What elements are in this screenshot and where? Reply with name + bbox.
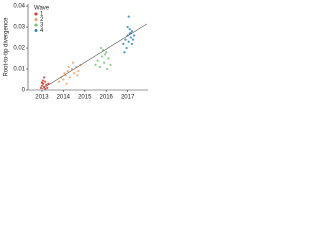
point [65,82,68,85]
point [131,38,135,41]
y-tick-label: 0.03 [13,25,25,31]
point [39,86,42,90]
legend-marker [34,12,38,16]
chart: Root-to-tip divergence 0 0.01 0.02 0.03 0.04… [4,4,148,101]
point [125,46,128,50]
point [109,63,112,66]
y-tick-label: 0.04 [13,4,25,10]
point [63,72,66,75]
point [94,63,97,66]
point [40,84,44,87]
point [44,87,47,91]
point [129,36,132,39]
x-tick-label: 2015 [78,95,92,101]
y-axis-label: Root-to-tip divergence [4,17,10,77]
point [42,76,46,79]
point [130,42,134,45]
point [104,53,107,56]
x-tick-label: 2014 [57,95,71,101]
y-tick-label: 0.02 [13,46,25,52]
point [77,70,80,73]
point [45,83,48,86]
legend-label: 3 [40,23,44,29]
point [98,65,101,69]
point [47,82,50,85]
legend-label: 4 [40,28,44,34]
point [132,34,136,37]
y-tick-label: 0.01 [13,67,25,73]
point [122,42,125,45]
point [76,74,79,77]
point [102,61,106,64]
x-tick-label: 2017 [121,95,135,101]
x-tick-label: 2016 [100,95,114,101]
point [57,80,61,83]
point [41,79,45,82]
trend-line [41,23,148,90]
point [40,81,44,84]
point [46,86,49,90]
point [127,40,130,43]
legend-title: Wave [34,6,50,12]
legend-marker [34,23,38,27]
point [72,72,76,75]
point [126,25,129,29]
point [99,46,102,50]
point [71,61,75,64]
point [107,57,110,60]
point [105,51,108,54]
point [68,76,71,79]
x-tick-label: 2013 [35,95,49,101]
point [70,67,74,71]
point [67,65,70,69]
point [44,80,47,83]
point [96,59,99,62]
point [100,55,104,58]
legend-marker [34,18,38,21]
point [128,28,131,31]
point [123,51,126,54]
legend-marker [34,29,38,32]
legend-label: 2 [40,17,44,23]
legend-label: 1 [40,12,44,18]
y-tick-label: 0 [22,88,26,94]
point [66,70,69,73]
point [127,15,130,18]
point [130,30,134,33]
point [106,67,109,71]
point [62,78,65,81]
point [124,38,127,41]
